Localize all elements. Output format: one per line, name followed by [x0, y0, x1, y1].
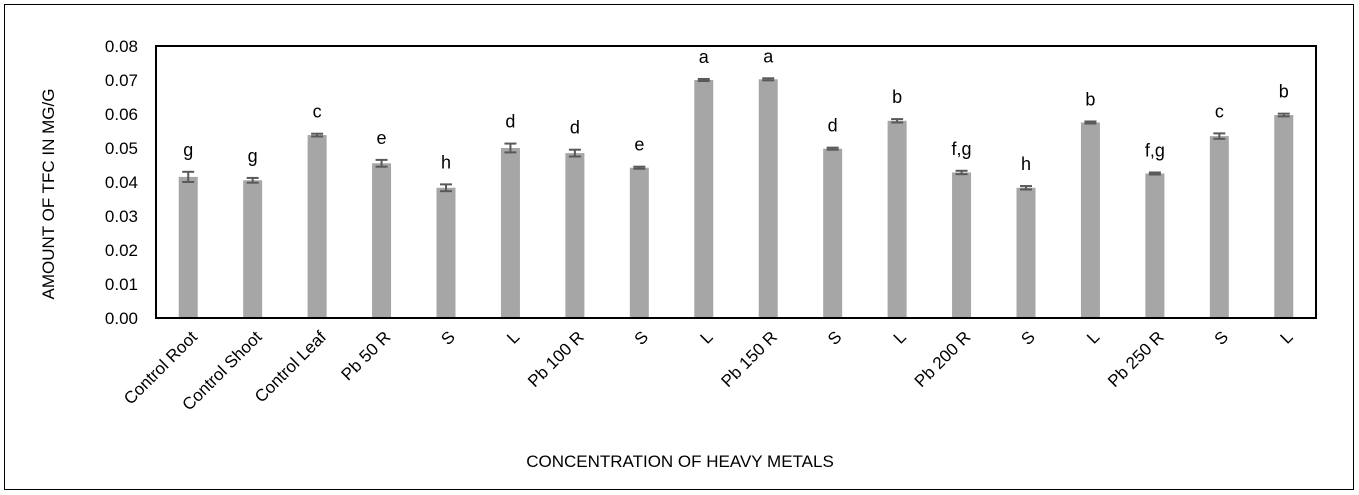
- significance-letter: d: [505, 112, 515, 132]
- bars: [178, 79, 1294, 319]
- x-tick-label: S: [1211, 327, 1232, 348]
- bar: [372, 163, 392, 318]
- error-bar: [826, 146, 839, 151]
- significance-letter: b: [892, 87, 902, 107]
- error-bar: [1084, 120, 1097, 125]
- x-tick-label: S: [1017, 327, 1038, 348]
- y-tick-label: 0.03: [105, 207, 138, 226]
- significance-letter: b: [1085, 89, 1095, 109]
- error-bar: [955, 169, 968, 176]
- error-bar: [182, 170, 195, 183]
- x-axis-title: CONCENTRATION OF HEAVY METALS: [526, 452, 834, 471]
- bar: [694, 80, 714, 318]
- y-tick-label: 0.05: [105, 139, 138, 158]
- y-tick-label: 0.08: [105, 37, 138, 56]
- x-tick-label: S: [437, 327, 458, 348]
- y-axis-ticks: 0.00 0.01 0.02 0.03 0.04 0.05 0.06 0.07 0.08: [105, 37, 138, 328]
- x-tick-label: Pb 200 R: [911, 327, 975, 391]
- error-bars: [182, 77, 1290, 193]
- x-tick-label: L: [890, 327, 910, 347]
- y-axis-title: AMOUNT OF TFC IN MG/G: [39, 89, 58, 300]
- y-tick-label: 0.01: [105, 275, 138, 294]
- bar: [887, 120, 907, 318]
- y-tick-label: 0.06: [105, 105, 138, 124]
- significance-letter: h: [1021, 154, 1031, 174]
- significance-letter: a: [699, 47, 710, 67]
- x-tick-label: L: [503, 327, 523, 347]
- error-bar: [246, 176, 259, 184]
- error-bar: [762, 77, 775, 82]
- error-bar: [1148, 171, 1161, 176]
- x-tick-label: Pb 250 R: [1104, 327, 1168, 391]
- bar: [436, 187, 456, 318]
- error-bar: [697, 77, 710, 83]
- bar: [1145, 173, 1165, 318]
- significance-letter: b: [1279, 82, 1289, 102]
- bar: [952, 172, 972, 318]
- significance-letter: e: [634, 135, 644, 155]
- significance-letter: g: [248, 146, 258, 166]
- x-tick-label: Pb 100 R: [524, 327, 588, 391]
- bar: [629, 167, 649, 318]
- bar: [758, 79, 778, 318]
- bar: [565, 153, 585, 318]
- error-bar: [1020, 185, 1032, 191]
- significance-letter: d: [570, 118, 580, 138]
- error-bar: [891, 118, 904, 124]
- y-tick-label: 0.04: [105, 173, 138, 192]
- x-tick-label: S: [631, 327, 652, 348]
- significance-letter: c: [1215, 101, 1224, 121]
- significance-letter: f,g: [1145, 140, 1165, 160]
- error-bar: [311, 132, 324, 138]
- error-bar: [633, 165, 646, 170]
- x-tick-label: Pb 150 R: [717, 327, 781, 391]
- y-tick-label: 0.00: [105, 309, 138, 328]
- bar: [1080, 122, 1100, 318]
- bar: [500, 148, 520, 318]
- error-bar: [568, 148, 581, 158]
- significance-letter: a: [763, 46, 774, 66]
- error-bar: [375, 158, 388, 168]
- bar: [178, 176, 198, 318]
- significance-letters: g g c e h d d e a a d b f,g h b f,g c b: [183, 46, 1289, 174]
- error-bar: [504, 142, 517, 154]
- bar: [1016, 187, 1036, 318]
- x-tick-label: L: [1276, 327, 1296, 347]
- bar: [307, 135, 327, 318]
- bar: [1274, 115, 1294, 319]
- bar: [823, 148, 843, 318]
- error-bar: [440, 183, 452, 193]
- y-tick-label: 0.07: [105, 71, 138, 90]
- x-tick-label: L: [696, 327, 716, 347]
- bar: [243, 180, 263, 318]
- x-tick-label: L: [1083, 327, 1103, 347]
- chart-frame: [4, 4, 1354, 490]
- significance-letter: h: [441, 152, 451, 172]
- error-bar: [1277, 112, 1290, 118]
- error-bar: [1213, 132, 1226, 140]
- significance-letter: e: [377, 128, 387, 148]
- significance-letter: d: [828, 116, 838, 136]
- x-tick-label: S: [824, 327, 845, 348]
- bar: [1209, 136, 1229, 318]
- significance-letter: f,g: [952, 139, 972, 159]
- plot-area-border: [155, 45, 1317, 319]
- x-tick-label: Pb 50 R: [338, 327, 395, 384]
- y-tick-label: 0.02: [105, 241, 138, 260]
- significance-letter: g: [183, 140, 193, 160]
- significance-letter: c: [313, 102, 322, 122]
